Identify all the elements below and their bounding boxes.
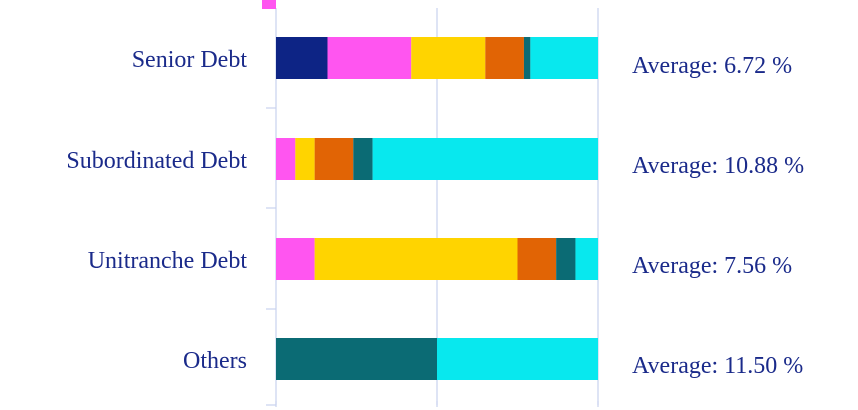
bar-segment-unitranche-debt-series-3 <box>314 238 518 280</box>
legend-swatch-partial <box>262 0 276 9</box>
bar-segment-subordinated-debt-series-5 <box>353 138 373 180</box>
bar-segment-unitranche-debt-series-6 <box>575 238 598 280</box>
bar-segment-senior-debt-series-5 <box>523 37 531 79</box>
bar-segment-senior-debt-series-2 <box>327 37 412 79</box>
bar-segment-unitranche-debt-series-2 <box>276 238 315 280</box>
bar-segment-senior-debt-series-6 <box>530 37 598 79</box>
average-label-subordinated-debt: Average: 10.88 % <box>632 153 804 179</box>
bar-segment-unitranche-debt-series-5 <box>556 238 576 280</box>
bar-segment-subordinated-debt-series-6 <box>372 138 598 180</box>
bar-segment-senior-debt-series-1 <box>276 37 328 79</box>
category-label-senior-debt: Senior Debt <box>132 47 248 73</box>
bar-segment-senior-debt-series-4 <box>485 37 524 79</box>
bar-segment-others-series-5 <box>276 338 437 380</box>
bar-segment-unitranche-debt-series-4 <box>517 238 557 280</box>
category-labels: Senior Debt Subordinated Debt Unitranche… <box>66 47 247 374</box>
legend-swatch <box>262 0 276 9</box>
bar-segment-subordinated-debt-series-4 <box>314 138 354 180</box>
category-label-unitranche-debt: Unitranche Debt <box>88 248 248 274</box>
average-label-others: Average: 11.50 % <box>632 353 803 379</box>
bar-segment-subordinated-debt-series-3 <box>295 138 315 180</box>
average-labels: Average: 6.72 % Average: 10.88 % Average… <box>632 53 804 379</box>
average-label-senior-debt: Average: 6.72 % <box>632 53 792 79</box>
average-label-unitranche-debt: Average: 7.56 % <box>632 253 792 279</box>
bars <box>276 37 598 380</box>
category-label-subordinated-debt: Subordinated Debt <box>66 148 247 174</box>
bar-segment-others-series-6 <box>437 338 598 380</box>
bar-segment-senior-debt-series-3 <box>411 37 486 79</box>
category-label-others: Others <box>183 348 247 374</box>
bar-segment-subordinated-debt-series-2 <box>276 138 296 180</box>
